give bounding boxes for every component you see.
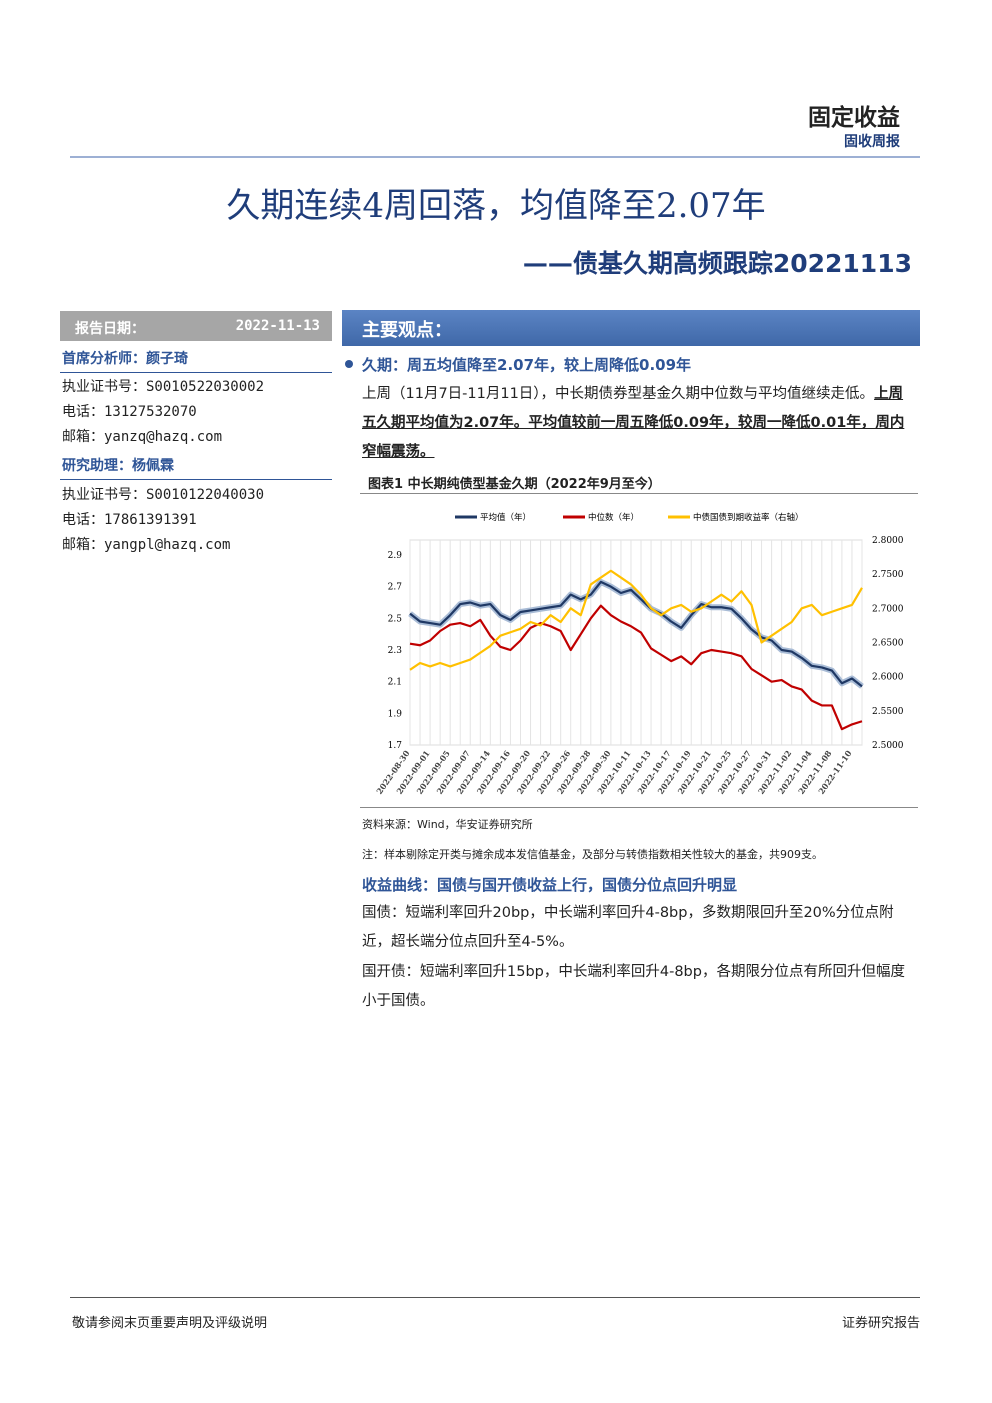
rule [70,156,920,158]
y-tick-label: 2.1 [388,678,402,688]
paragraph: 国开债：短端利率回升15bp，中长端利率回升4-8bp，各期限分位点有所回升但幅… [362,964,905,1009]
y-tick-label: 1.9 [388,709,403,719]
line [409,580,863,688]
analyst-line: 邮箱：yanzq@hazq.com [62,429,223,445]
analyst-line: 电话：17861391391 [62,512,197,528]
paragraph: 国债：短端利率回升20bp，中长端利率回升4-8bp，多数期限回升至20%分位点… [362,905,894,950]
y2-tick-label: 2.5000 [872,741,904,751]
main-title: 久期连续4周回落，均值降至2.07年 [226,186,766,226]
date: 2022-11-13 [235,318,320,334]
rule [70,1297,920,1298]
y-tick-label: 2.5 [388,614,403,624]
header-title: 固定收益 [808,105,900,131]
y-tick-label: 1.7 [388,741,403,751]
y2-tick-label: 2.6500 [872,639,904,649]
bullet-text: 久期：周五均值降至2.07年，较上周降低0.09年 [362,356,692,374]
y-tick-label: 2.9 [388,551,403,561]
date-box [60,311,332,341]
y2-tick-label: 2.8000 [872,536,904,546]
y2-tick-label: 2.7500 [872,570,904,580]
plot-frame [409,539,863,746]
y-tick-label: 2.7 [388,583,403,593]
paragraph: 上周（11月7日-11月11日），中长期债券型基金久期中位数与平均值继续走低。上… [362,380,910,467]
chart: 1.7 1.9 2.1 2.3 2.5 2.7 2.9 2.5000 2.5500 2.6000 2… [374,512,904,796]
bullet-dot [345,360,353,368]
rule [60,372,332,373]
header-subtitle: 固收周报 [844,134,900,150]
y2-tick-label: 2.7000 [872,604,904,614]
y2-tick-label: 2.5500 [872,707,904,717]
section-box [342,310,920,346]
bold-text: 上周五久期平均值为2.07年。平均值较前一周五降低0.09年，较周一降低0.01… [362,386,905,460]
section-title: 主要观点： [362,320,452,341]
line [409,569,863,671]
heading: 收益曲线：国债与国开债收益上行，国债分位点回升明显 [362,876,738,894]
analyst-role: 首席分析师：颜子琦 [62,351,188,367]
date-label: 报告日期： [75,321,145,337]
y-tick-label: 2.3 [388,646,403,656]
rule [60,479,332,480]
legend-label: 中位数（年） [588,512,639,523]
analyst-line: 邮箱：yangpl@hazq.com [62,537,231,553]
line [409,604,863,731]
caption: 图表1 中长期纯债型基金久期（2022年9月至今） [368,477,661,492]
analyst-line: 执业证书号：S0010122040030 [62,487,265,503]
main-subtitle: ——债基久期高频跟踪20221113 [522,249,912,278]
legend-label: 中债国债到期收益率（右轴） [693,512,804,523]
note: 注：样本剔除定开类与摊余成本发信值基金，及部分与转债指数相关性较大的基金，共90… [362,848,823,861]
analyst-line: 执业证书号：S0010522030002 [62,379,265,395]
footer-right: 证券研究报告 [841,1316,920,1331]
analyst-line: 电话：13127532070 [62,404,197,420]
rule [360,807,918,808]
y2-tick-label: 2.6000 [872,673,904,683]
footer-left: 敬请参阅末页重要声明及评级说明 [72,1316,268,1331]
rule [360,493,918,494]
source: 资料来源：Wind，华安证券研究所 [362,818,533,831]
text: 上周（11月7日-11月11日），中长期债券型基金久期中位数与平均值继续走低。 [362,386,875,402]
legend-label: 平均值（年） [480,512,531,523]
analyst-role: 研究助理：杨佩霖 [62,458,174,474]
line-glow [408,578,864,689]
